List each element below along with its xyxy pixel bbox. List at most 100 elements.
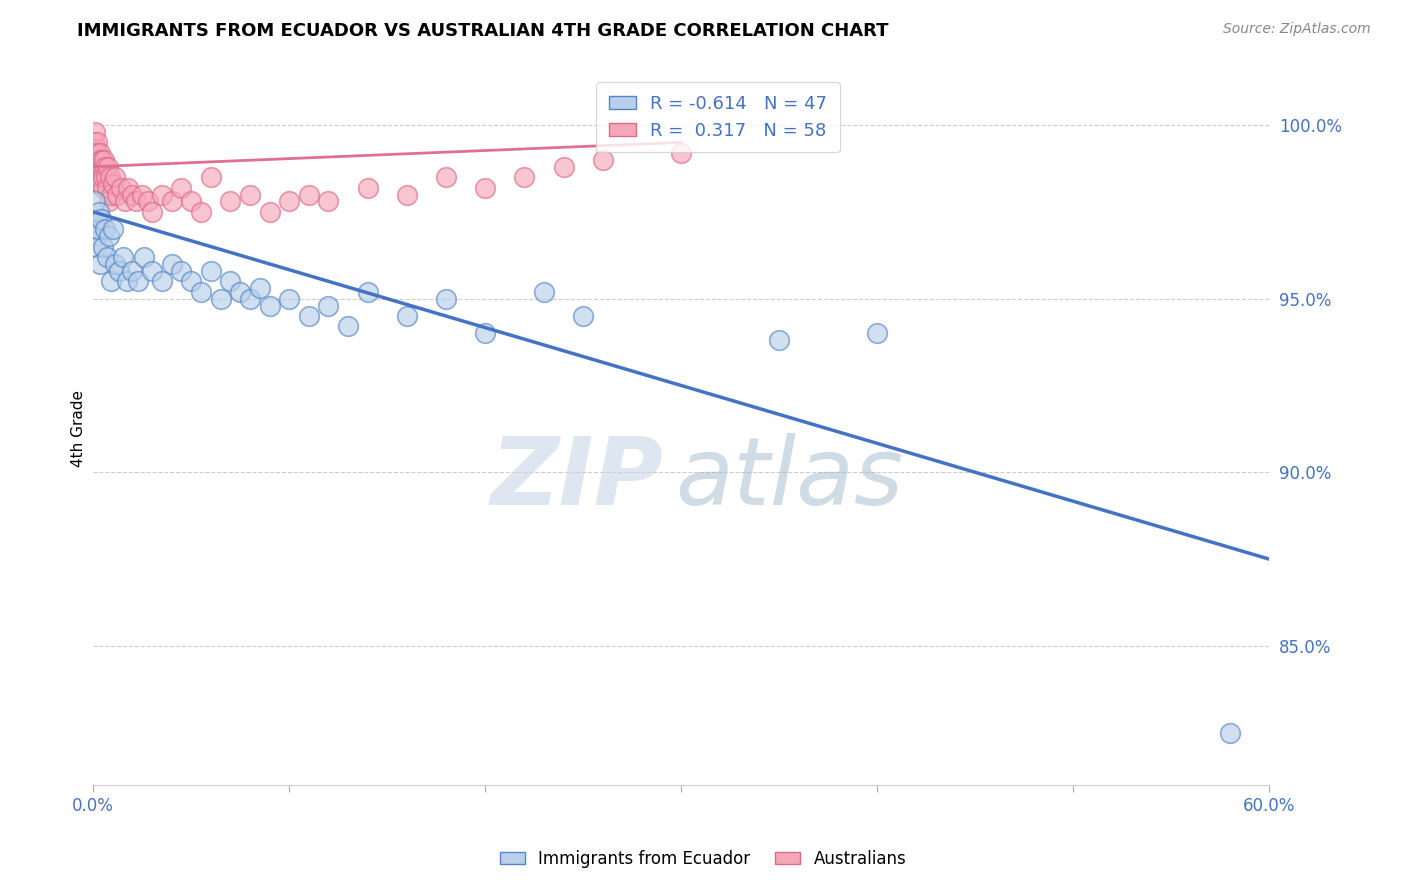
Point xyxy=(592,153,614,167)
Point xyxy=(84,153,107,167)
Point xyxy=(180,274,202,288)
Point xyxy=(96,180,118,194)
Point xyxy=(86,145,108,160)
Point xyxy=(83,145,105,160)
Point xyxy=(84,142,107,156)
Point xyxy=(101,177,124,191)
Point xyxy=(91,170,114,185)
Point xyxy=(87,153,110,167)
Text: atlas: atlas xyxy=(675,434,904,524)
Point xyxy=(107,264,129,278)
Point xyxy=(84,229,107,244)
Point xyxy=(278,292,301,306)
Point xyxy=(91,153,114,167)
Point xyxy=(97,160,120,174)
Point xyxy=(101,222,124,236)
Point xyxy=(318,194,340,209)
Point xyxy=(395,187,418,202)
Text: Source: ZipAtlas.com: Source: ZipAtlas.com xyxy=(1223,22,1371,37)
Point xyxy=(572,309,595,323)
Point xyxy=(100,187,122,202)
Point xyxy=(91,239,114,253)
Text: IMMIGRANTS FROM ECUADOR VS AUSTRALIAN 4TH GRADE CORRELATION CHART: IMMIGRANTS FROM ECUADOR VS AUSTRALIAN 4T… xyxy=(77,22,889,40)
Point xyxy=(86,136,108,150)
Point xyxy=(434,292,457,306)
Point xyxy=(474,326,496,341)
Point xyxy=(90,160,112,174)
Point xyxy=(87,170,110,185)
Point xyxy=(83,215,105,229)
Y-axis label: 4th Grade: 4th Grade xyxy=(72,391,86,467)
Point xyxy=(114,194,136,209)
Point xyxy=(115,274,138,288)
Point xyxy=(219,274,242,288)
Point xyxy=(83,136,105,150)
Point xyxy=(336,319,359,334)
Point xyxy=(90,153,112,167)
Point xyxy=(150,274,173,288)
Point xyxy=(104,257,127,271)
Point xyxy=(90,177,112,191)
Point xyxy=(669,145,692,160)
Point xyxy=(160,257,183,271)
Point xyxy=(553,160,575,174)
Point xyxy=(1219,725,1241,739)
Point xyxy=(866,326,889,341)
Legend: R = -0.614   N = 47, R =  0.317   N = 58: R = -0.614 N = 47, R = 0.317 N = 58 xyxy=(596,82,839,153)
Point xyxy=(356,180,378,194)
Point xyxy=(91,180,114,194)
Point xyxy=(97,229,120,244)
Point xyxy=(318,299,340,313)
Point xyxy=(110,180,132,194)
Legend: Immigrants from Ecuador, Australians: Immigrants from Ecuador, Australians xyxy=(494,844,912,875)
Point xyxy=(87,222,110,236)
Point xyxy=(94,222,117,236)
Point xyxy=(278,194,301,209)
Point xyxy=(89,170,111,185)
Point xyxy=(229,285,252,299)
Point xyxy=(160,194,183,209)
Point xyxy=(93,153,115,167)
Point xyxy=(127,274,149,288)
Point xyxy=(434,170,457,185)
Point xyxy=(84,125,107,139)
Point xyxy=(190,205,212,219)
Point xyxy=(96,250,118,264)
Point xyxy=(298,187,321,202)
Point xyxy=(298,309,321,323)
Point xyxy=(94,160,117,174)
Point xyxy=(513,170,536,185)
Point xyxy=(141,264,163,278)
Point xyxy=(533,285,555,299)
Point xyxy=(89,257,111,271)
Point xyxy=(190,285,212,299)
Point xyxy=(259,299,281,313)
Point xyxy=(180,194,202,209)
Point xyxy=(395,309,418,323)
Point xyxy=(86,239,108,253)
Text: ZIP: ZIP xyxy=(491,433,664,524)
Point xyxy=(768,334,790,348)
Point xyxy=(136,194,159,209)
Point xyxy=(89,145,111,160)
Point xyxy=(105,187,128,202)
Point xyxy=(170,264,193,278)
Point xyxy=(200,170,222,185)
Point xyxy=(249,281,271,295)
Point xyxy=(356,285,378,299)
Point xyxy=(87,205,110,219)
Point xyxy=(97,194,120,209)
Point xyxy=(86,160,108,174)
Point xyxy=(117,180,139,194)
Point xyxy=(200,264,222,278)
Point xyxy=(98,170,121,185)
Point xyxy=(100,274,122,288)
Point xyxy=(90,211,112,226)
Point xyxy=(259,205,281,219)
Point xyxy=(239,292,262,306)
Point xyxy=(134,250,156,264)
Point xyxy=(170,180,193,194)
Point xyxy=(121,264,143,278)
Point xyxy=(104,170,127,185)
Point xyxy=(111,250,134,264)
